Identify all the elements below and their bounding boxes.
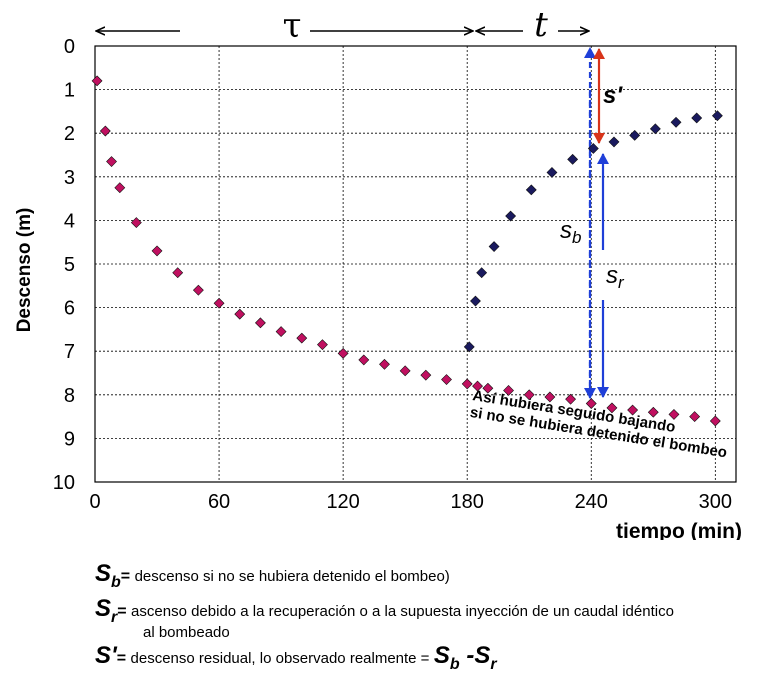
sprime-symbol: S' bbox=[95, 642, 117, 669]
data-point bbox=[709, 415, 721, 427]
x-axis-label: tiempo (min) bbox=[616, 520, 742, 540]
data-point bbox=[606, 402, 618, 414]
data-point bbox=[585, 398, 597, 409]
data-point bbox=[689, 411, 701, 423]
data-point bbox=[130, 217, 142, 229]
y-tick-label: 4 bbox=[64, 210, 75, 232]
data-point bbox=[565, 393, 577, 405]
t-label: t bbox=[534, 5, 548, 45]
tau-label: τ bbox=[283, 6, 302, 46]
sprime-formula-sr: Sr bbox=[474, 642, 497, 673]
x-tick-labels: 0 60 120 180 240 300 bbox=[89, 491, 732, 513]
data-point bbox=[488, 241, 500, 252]
sprime-formula-sb: Sb bbox=[433, 642, 460, 673]
sr-label: sr bbox=[606, 262, 625, 292]
data-point bbox=[482, 382, 494, 394]
x-tick-label: 180 bbox=[451, 491, 484, 513]
data-point bbox=[106, 156, 117, 167]
y-tick-label: 3 bbox=[64, 167, 75, 189]
data-point bbox=[523, 389, 535, 401]
sprime-eq: = bbox=[116, 650, 127, 667]
data-point bbox=[420, 369, 432, 381]
data-point bbox=[649, 123, 661, 135]
grid bbox=[95, 46, 736, 482]
data-point bbox=[711, 110, 723, 122]
data-point bbox=[668, 408, 680, 420]
chart: 0 1 2 3 4 5 6 7 8 9 10 0 60 120 180 240 300 Descenso (m… bbox=[14, 5, 742, 540]
data-point bbox=[472, 380, 483, 392]
data-point bbox=[505, 210, 517, 222]
legend-sprime: S'= descenso residual, lo observado real… bbox=[95, 642, 497, 674]
legend-sb: Sb= descenso si no se hubiera detenido e… bbox=[95, 560, 450, 592]
data-point bbox=[691, 112, 703, 124]
data-point bbox=[234, 308, 246, 320]
y-tick-label: 1 bbox=[64, 80, 75, 102]
data-point bbox=[213, 297, 225, 309]
data-point bbox=[670, 116, 682, 128]
sb-text: descenso si no se hubiera detenido el bo… bbox=[134, 568, 450, 585]
x-tick-label: 240 bbox=[575, 491, 608, 513]
y-tick-label: 7 bbox=[64, 341, 75, 363]
data-point bbox=[275, 326, 287, 338]
legend-sr: Sr= ascenso debido a la recuperación o a… bbox=[95, 595, 765, 641]
data-point bbox=[503, 385, 514, 396]
data-point bbox=[647, 406, 659, 418]
extrapolation-note: Así hubiera seguido bajando si no se hub… bbox=[469, 387, 729, 461]
data-point bbox=[441, 374, 452, 385]
sr-symbol: Sr bbox=[95, 595, 118, 626]
data-point bbox=[470, 295, 481, 307]
data-point bbox=[254, 317, 266, 329]
data-point bbox=[337, 347, 349, 359]
y-tick-label: 2 bbox=[64, 123, 75, 145]
data-point bbox=[567, 153, 579, 165]
data-point bbox=[629, 129, 641, 141]
data-point bbox=[358, 354, 370, 366]
data-point bbox=[544, 391, 556, 403]
y-tick-label: 10 bbox=[53, 472, 75, 494]
data-point bbox=[587, 143, 599, 154]
y-tick-label: 5 bbox=[64, 254, 75, 276]
data-point bbox=[99, 125, 111, 137]
sb-symbol: Sb bbox=[95, 560, 121, 591]
sr-text: ascenso debido a la recuperación o a la … bbox=[131, 603, 674, 620]
data-point bbox=[399, 365, 411, 377]
data-points bbox=[91, 75, 723, 427]
y-tick-labels: 0 1 2 3 4 5 6 7 8 9 10 bbox=[53, 36, 75, 494]
s-prime-label: s' bbox=[603, 82, 623, 109]
x-tick-label: 60 bbox=[208, 491, 230, 513]
y-axis-label: Descenso (m) bbox=[14, 208, 35, 333]
data-point bbox=[476, 267, 488, 279]
y-tick-label: 0 bbox=[64, 36, 75, 58]
x-tick-label: 300 bbox=[699, 491, 732, 513]
x-tick-label: 0 bbox=[89, 491, 100, 513]
x-tick-label: 120 bbox=[326, 491, 359, 513]
y-tick-label: 6 bbox=[64, 298, 75, 320]
plot-frame bbox=[94, 45, 737, 483]
data-point bbox=[114, 182, 126, 194]
y-tick-label: 9 bbox=[64, 428, 75, 450]
data-point bbox=[192, 284, 204, 296]
sb-label: sb bbox=[560, 217, 581, 247]
data-point bbox=[317, 339, 328, 351]
data-point bbox=[627, 404, 639, 416]
data-point bbox=[379, 358, 390, 370]
y-tick-label: 8 bbox=[64, 385, 75, 407]
sprime-formula-minus: - bbox=[459, 642, 475, 669]
data-point bbox=[151, 245, 163, 257]
data-point bbox=[461, 378, 473, 390]
data-point bbox=[91, 75, 103, 87]
sprime-text: descenso residual, lo observado realment… bbox=[130, 650, 430, 667]
data-point bbox=[296, 332, 308, 344]
data-point bbox=[463, 341, 475, 353]
data-point bbox=[546, 167, 558, 178]
sb-eq: = bbox=[120, 568, 131, 585]
data-point bbox=[172, 267, 184, 279]
sr-text-cont: al bombeado bbox=[143, 623, 230, 641]
sr-eq: = bbox=[117, 603, 127, 620]
data-point bbox=[525, 184, 537, 196]
data-point bbox=[608, 136, 620, 148]
